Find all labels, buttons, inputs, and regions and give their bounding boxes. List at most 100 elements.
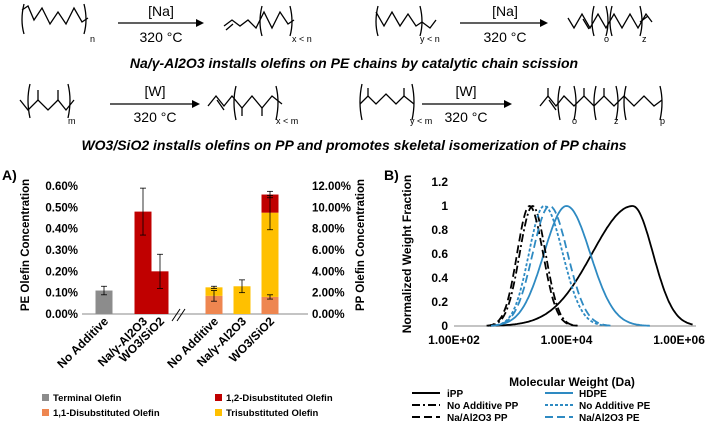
panel-b-y-ticks: 0 0.2 0.4 0.6 0.8 1 1.2 [431,175,448,333]
sub-row1-z: z [642,34,647,44]
sub-row1-o: o [604,34,609,44]
cat-row1-left: [Na] [148,3,174,19]
pe-product-terminal [223,10,295,30]
panel-a-left-ticks: 0.00% 0.10% 0.20% 0.30% 0.40% 0.50% 0.60% [45,181,78,321]
panel-a-right-tick: 10.00% [312,202,351,214]
panel-b-label: B) [384,167,399,183]
panel-b-y-tick: 0.8 [431,223,448,237]
cat-row2-left: [W] [145,83,166,99]
panel-a-left-tick: 0.50% [45,202,78,214]
sub-row2-p: p [660,116,665,126]
sub-row1-product: x < n [292,34,312,44]
panel-a-bars [95,187,279,314]
panel-a-legend: Terminal Olefin 1,2-Disubstituted Olefin… [42,393,333,419]
curve-no-additive-pp [487,205,578,327]
panel-b-xlabel: Molecular Weight (Da) [509,375,635,389]
legend-trisub: Trisubstituted Olefin [226,408,319,419]
legend-noadd-pe: No Additive PE [579,401,651,412]
legend-na-pp: Na/Al2O3 PP [447,413,508,423]
panel-a-right-ticks: 0.00% 2.00% 4.00% 6.00% 8.00% 10.00% 12.00% [312,181,351,321]
panel-a-right-tick: 4.00% [312,266,345,278]
bracket-left [21,3,25,35]
curve-no-additive-pe [491,205,610,327]
legend-ipp: iPP [447,389,463,400]
panel-a: A) PE Olefin Concentration PP Olefin Con… [2,167,367,419]
caption-row-2: WO3/SiO2 installs olefins on PP and prom… [81,137,626,153]
panel-a-right-tick: 0.00% [312,309,345,321]
bar-segment [205,295,223,314]
panel-a-right-tick: 8.00% [312,224,345,236]
panel-b-y-tick: 1.2 [431,175,448,189]
pe-chain-start-2 [375,10,437,29]
temp-row2-left: 320 °C [134,109,177,125]
curve-hdpe [487,205,650,327]
temp-row1-right: 320 °C [484,29,527,45]
panel-b-ylabel: Normalized Weight Fraction [400,175,414,333]
legend-swatch-trisub [215,409,222,416]
sub-row2-start2: y < m [410,116,432,126]
legend-11disub: 1,1-Disubstituted Olefin [53,408,160,419]
panel-b-curves [486,205,693,327]
legend-noadd-pp: No Additive PP [447,401,519,412]
panel-a-right-tick: 2.00% [312,288,345,300]
sub-row2-start: m [68,116,76,126]
panel-a-left-tick: 0.10% [45,288,78,300]
sub-row2-z: z [614,116,619,126]
panel-a-left-tick: 0.40% [45,224,78,236]
sub-row2-o: o [572,116,577,126]
panel-a-left-tick: 0.30% [45,245,78,257]
panel-b-x-tick: 1.00E+02 [428,333,480,347]
panel-a-ylabel-right: PP Olefin Concentration [355,179,367,311]
panel-b-x-tick: 1.00E+04 [541,333,593,347]
sub-row1-start: n [90,34,95,44]
panel-a-left-tick: 0.20% [45,266,78,278]
cat-row2-right: [W] [456,83,477,99]
panel-a-right-tick: 12.00% [312,181,351,193]
scheme-row-1 [21,3,653,37]
bar-segment [95,290,113,314]
panel-a-right-tick: 6.00% [312,245,345,257]
legend-swatch-11disub [42,409,49,416]
panel-b-x-ticks: 1.00E+02 1.00E+04 1.00E+06 [428,333,705,347]
legend-swatch-12disub [215,394,222,401]
panel-b-legend: iPP HDPE No Additive PP No Additive PE N… [412,389,651,423]
panel-a-left-tick: 0.60% [45,181,78,193]
pe-chain-start [21,5,89,26]
axis-break-2 [176,308,186,322]
legend-12disub: 1,2-Disubstituted Olefin [226,393,333,404]
sub-row1-start2: y < n [420,34,440,44]
curve-na-al2o3-pe [491,205,613,327]
cat-row1-right: [Na] [492,3,518,19]
bar-segment [134,211,152,314]
temp-row1-left: 320 °C [140,29,183,45]
legend-terminal: Terminal Olefin [53,393,122,404]
panel-a-label: A) [2,167,17,183]
panel-b-y-tick: 0 [441,319,448,333]
axis-break-1 [171,308,181,322]
temp-row2-right: 320 °C [445,109,488,125]
panel-b-y-tick: 0.6 [431,247,448,261]
panel-b-y-tick: 0.4 [431,271,448,285]
pp-product-isomerized [539,94,663,108]
scheme-row-2 [19,83,663,121]
curve-ipp [489,205,693,327]
bar-segment [233,286,251,314]
panel-b-y-tick: 1 [441,199,448,213]
panel-b-x-tick: 1.00E+06 [653,333,705,347]
caption-row-1: Na/γ-Al2O3 installs olefins on PE chains… [130,55,578,71]
bar-segment [151,271,169,314]
legend-hdpe: HDPE [579,389,607,400]
bar-segment [261,212,279,297]
panel-a-ylabel-left: PE Olefin Concentration [20,179,32,311]
legend-na-pe: Na/Al2O3 PE [579,413,640,423]
panel-b: B) Normalized Weight Fraction Molecular … [384,167,705,423]
panel-b-y-tick: 0.2 [431,295,448,309]
sub-row2-product: x < m [276,116,298,126]
curve-na-al2o3-pp [486,205,577,327]
legend-swatch-terminal [42,394,49,401]
bar-segment [261,296,279,314]
bracket-right [83,3,87,35]
panel-a-left-tick: 0.00% [45,309,78,321]
